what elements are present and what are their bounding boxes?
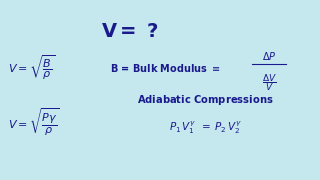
- Text: $V = \sqrt{\dfrac{B}{\rho}}$: $V = \sqrt{\dfrac{B}{\rho}}$: [8, 54, 55, 82]
- Text: $P_1\,V_1^{\gamma}\;\;=\,P_2\,V_2^{\gamma}$: $P_1\,V_1^{\gamma}\;\;=\,P_2\,V_2^{\gamm…: [169, 120, 241, 136]
- Text: $\mathbf{Adiabatic\ Compressions}$: $\mathbf{Adiabatic\ Compressions}$: [137, 93, 273, 107]
- Text: $\Delta P$: $\Delta P$: [262, 50, 276, 62]
- Text: $V = \sqrt{\dfrac{P\gamma}{\rho}}$: $V = \sqrt{\dfrac{P\gamma}{\rho}}$: [8, 106, 60, 138]
- Text: $\mathbf{B}$ = Bulk Modulus $\equiv$: $\mathbf{B}$ = Bulk Modulus $\equiv$: [110, 62, 221, 74]
- Text: $\dfrac{\Delta V}{V}$: $\dfrac{\Delta V}{V}$: [261, 72, 276, 93]
- Text: $\mathbf{V = \ ?}$: $\mathbf{V = \ ?}$: [101, 22, 159, 41]
